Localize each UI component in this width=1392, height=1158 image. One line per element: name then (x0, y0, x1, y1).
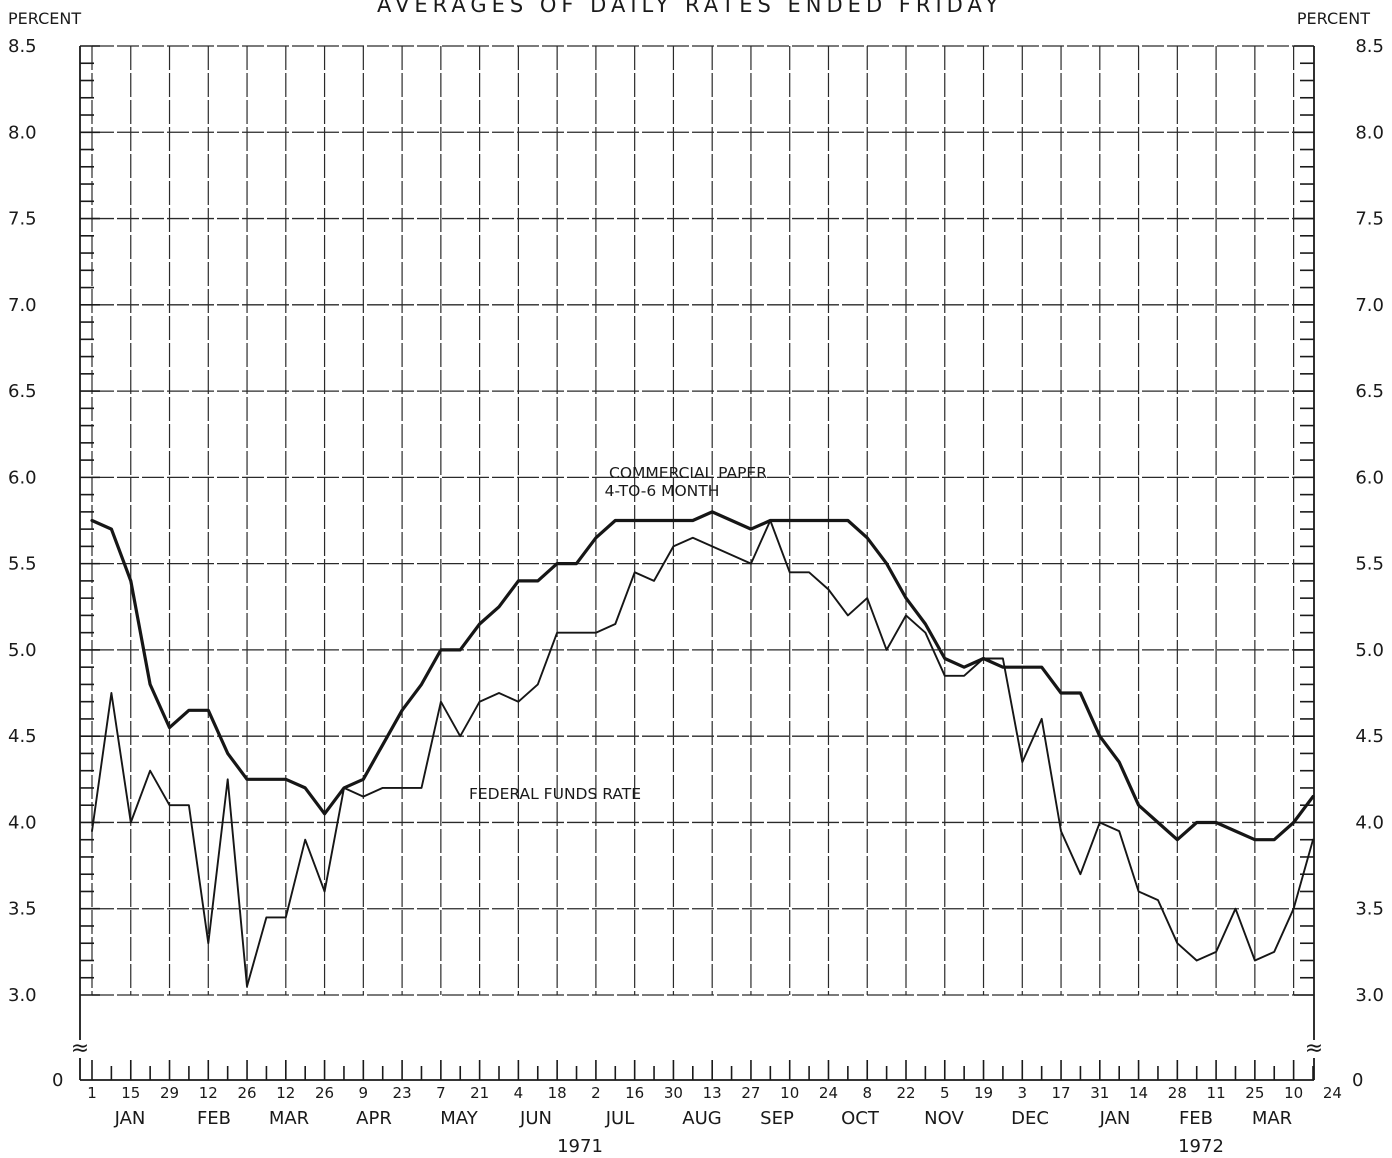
x-tick-label: 16 (625, 1084, 644, 1102)
x-month-label: AUG (682, 1108, 721, 1129)
x-tick-label: 23 (393, 1084, 412, 1102)
y-tick-label-right: 6.5 (1355, 381, 1384, 402)
y-tick-label-left: 7.0 (8, 295, 37, 316)
x-tick-label: 27 (741, 1084, 760, 1102)
series-line-federal-funds (92, 521, 1313, 987)
y-tick-label-right: 7.5 (1355, 209, 1384, 230)
x-tick-label: 10 (1284, 1084, 1303, 1102)
axis-break-icon: ≈ (71, 1036, 89, 1061)
y-tick-label-left: 4.0 (8, 812, 37, 833)
x-month-label: JUL (605, 1108, 635, 1129)
y-tick-label-left: 8.0 (8, 122, 37, 143)
x-tick-label: 26 (238, 1084, 257, 1102)
x-tick-label: 13 (703, 1084, 722, 1102)
x-tick-label: 22 (896, 1084, 915, 1102)
x-month-label: FEB (1179, 1108, 1213, 1129)
series-line-commercial-paper (92, 512, 1313, 840)
x-tick-label: 9 (359, 1084, 369, 1102)
y-tick-label-right: 4.0 (1355, 812, 1384, 833)
x-month-label: NOV (924, 1108, 964, 1129)
y-axis-label-right: PERCENT (1297, 9, 1370, 28)
y-tick-label-right: 4.5 (1355, 726, 1384, 747)
y-tick-label-left: 7.5 (8, 209, 37, 230)
x-month-label: MAR (1252, 1108, 1292, 1129)
y-tick-label-left: 4.5 (8, 726, 37, 747)
y-tick-label-left: 5.5 (8, 554, 37, 575)
y-tick-label-left: 6.5 (8, 381, 37, 402)
x-tick-label: 10 (780, 1084, 799, 1102)
x-tick-label: 7 (436, 1084, 446, 1102)
y-axis-label-left: PERCENT (8, 9, 81, 28)
x-tick-label: 18 (548, 1084, 567, 1102)
x-month-label: APR (356, 1108, 392, 1129)
x-tick-label: 26 (315, 1084, 334, 1102)
y-tick-label-left: 3.0 (8, 985, 37, 1006)
x-tick-label: 21 (470, 1084, 489, 1102)
x-tick-label: 29 (160, 1084, 179, 1102)
y-tick-label-right: 3.0 (1355, 985, 1384, 1006)
x-tick-label: 15 (121, 1084, 140, 1102)
x-tick-label: 12 (199, 1084, 218, 1102)
y-zero-label-right: 0 (1352, 1070, 1363, 1091)
x-tick-label: 2 (591, 1084, 601, 1102)
x-tick-label: 24 (1323, 1084, 1342, 1102)
x-month-label: JAN (114, 1108, 146, 1129)
y-tick-label-right: 8.0 (1355, 122, 1384, 143)
x-tick-label: 14 (1129, 1084, 1148, 1102)
y-tick-label-right: 7.0 (1355, 295, 1384, 316)
x-month-label: FEB (197, 1108, 231, 1129)
x-month-label: OCT (841, 1108, 880, 1129)
x-tick-label: 19 (974, 1084, 993, 1102)
x-month-label: MAR (269, 1108, 309, 1129)
y-tick-label-left: 5.0 (8, 640, 37, 661)
y-tick-label-right: 5.0 (1355, 640, 1384, 661)
x-month-label: JUN (519, 1108, 552, 1129)
grid-lines (92, 46, 1313, 995)
x-tick-label: 25 (1245, 1084, 1264, 1102)
x-tick-label: 24 (819, 1084, 838, 1102)
x-tick-label: 17 (1052, 1084, 1071, 1102)
x-tick-label: 31 (1090, 1084, 1109, 1102)
y-tick-label-right: 6.0 (1355, 467, 1384, 488)
axis-break-icon: ≈ (1305, 1036, 1323, 1061)
x-month-label: MAY (440, 1108, 478, 1129)
y-tick-label-left: 3.5 (8, 899, 37, 920)
x-tick-label: 1 (87, 1084, 97, 1102)
y-tick-label-right: 8.5 (1355, 36, 1384, 57)
x-tick-label: 11 (1207, 1084, 1226, 1102)
x-tick-label: 8 (862, 1084, 872, 1102)
annotation-federal-funds-rate: FEDERAL FUNDS RATE (469, 785, 641, 803)
x-month-label: DEC (1011, 1108, 1049, 1129)
series-layer (92, 512, 1313, 987)
x-month-label: SEP (760, 1108, 794, 1129)
y-tick-label-left: 6.0 (8, 467, 37, 488)
x-tick-label: 30 (664, 1084, 683, 1102)
x-tick-label: 4 (514, 1084, 524, 1102)
annotation-commercial-paper-maturity: 4-TO-6 MONTH (605, 482, 720, 500)
x-month-label: JAN (1099, 1108, 1131, 1129)
annotation-commercial-paper: COMMERCIAL PAPER (609, 464, 767, 482)
y-tick-label-right: 5.5 (1355, 554, 1384, 575)
chart-title: AVERAGES OF DAILY RATES ENDED FRIDAY (377, 0, 1003, 17)
x-year-label: 1972 (1178, 1136, 1224, 1157)
x-tick-label: 5 (940, 1084, 950, 1102)
x-year-label: 1971 (557, 1136, 603, 1157)
x-tick-label: 3 (1018, 1084, 1028, 1102)
y-tick-label-right: 3.5 (1355, 899, 1384, 920)
y-tick-label-left: 8.5 (8, 36, 37, 57)
x-tick-label: 12 (276, 1084, 295, 1102)
x-tick-label: 28 (1168, 1084, 1187, 1102)
y-zero-label-left: 0 (52, 1070, 63, 1091)
